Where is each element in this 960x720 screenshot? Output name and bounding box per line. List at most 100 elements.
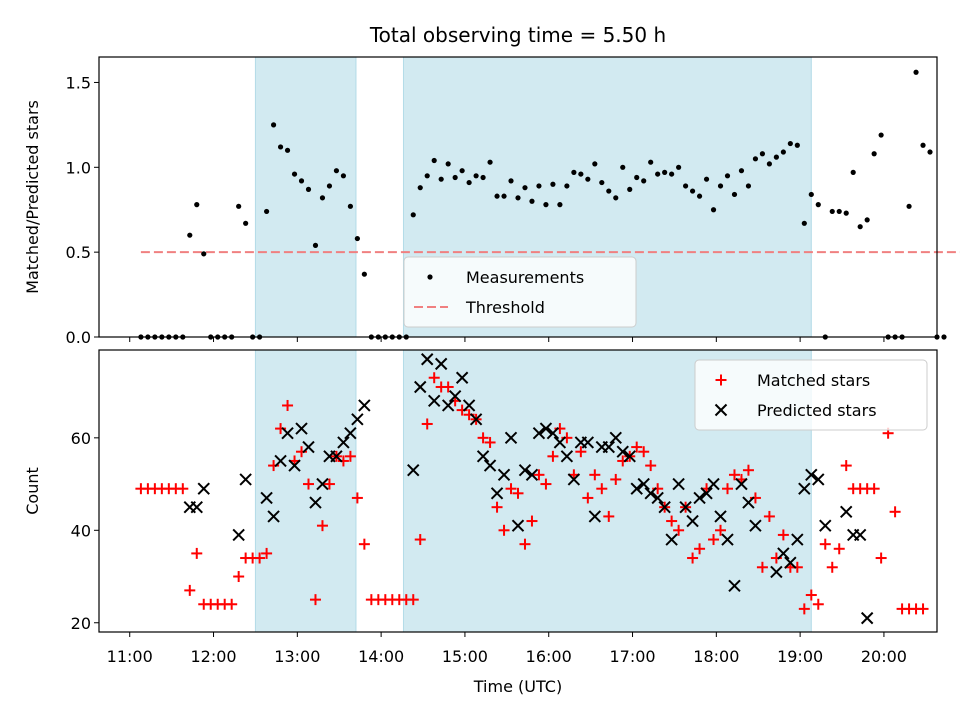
data-point — [281, 427, 294, 440]
x-tick-label: 15:00 — [442, 647, 488, 666]
data-point — [505, 483, 517, 495]
data-point — [452, 174, 458, 181]
data-point-b — [414, 380, 427, 394]
axes-frame — [98, 56, 938, 338]
data-point — [906, 203, 912, 209]
axes-frame — [98, 349, 938, 633]
data-point — [424, 173, 430, 179]
data-point — [644, 487, 657, 500]
data-point-b — [239, 473, 252, 486]
data-point — [913, 69, 919, 75]
data-point — [819, 519, 832, 532]
data-point — [745, 183, 752, 189]
y-axis-label: Matched/Predicted stars — [23, 100, 42, 294]
data-point — [829, 208, 835, 215]
data-point — [323, 478, 335, 490]
data-point — [773, 154, 779, 160]
data-point — [407, 463, 420, 477]
data-point — [427, 394, 441, 408]
data-point — [264, 208, 270, 215]
data-point — [581, 436, 595, 449]
data-point — [477, 432, 489, 444]
data-point — [627, 186, 633, 192]
data-point-b — [658, 500, 671, 514]
data-point — [853, 528, 867, 542]
data-point — [686, 514, 699, 528]
data-point — [518, 463, 532, 477]
x-tick-label: 14:00 — [358, 647, 404, 666]
data-point — [194, 202, 200, 208]
data-point-b — [791, 533, 804, 546]
legend-marker — [427, 274, 433, 280]
data-point-b — [728, 579, 741, 592]
data-point-b — [853, 528, 867, 542]
data-point — [708, 534, 720, 546]
y-tick-label: 0.5 — [66, 243, 91, 262]
data-point — [337, 436, 350, 449]
data-point — [673, 524, 685, 536]
data-point — [613, 195, 619, 201]
data-point — [232, 528, 245, 542]
data-point — [840, 505, 853, 519]
data-point-b — [609, 431, 622, 445]
data-point-b — [700, 487, 713, 500]
ratio-panel: 0.0 0.5 1.0 1.5 Matched/Predicted stars Measu… — [23, 56, 960, 347]
data-point — [836, 208, 842, 215]
data-point — [889, 506, 901, 518]
data-point — [700, 487, 713, 500]
data-point — [878, 132, 884, 138]
data-point — [728, 579, 741, 592]
legend: Matched stars Predicted stars — [694, 359, 928, 431]
data-point — [693, 491, 706, 505]
data-point — [504, 431, 518, 445]
data-point-b — [588, 510, 602, 523]
data-point — [191, 547, 203, 559]
data-point — [326, 183, 333, 189]
x-tick-label: 20:00 — [861, 647, 907, 666]
data-point — [589, 469, 601, 481]
y-tick-label: 60 — [71, 429, 91, 448]
data-point-b — [358, 399, 371, 412]
data-point — [603, 510, 615, 522]
data-point — [421, 418, 433, 430]
data-point — [721, 533, 734, 546]
data-point — [610, 473, 622, 485]
data-point-b — [525, 468, 539, 482]
data-point — [784, 556, 797, 569]
data-point — [312, 242, 319, 248]
data-point-b — [840, 505, 853, 519]
data-point — [710, 207, 717, 213]
data-point — [752, 156, 759, 162]
data-point — [515, 195, 521, 201]
data-point — [875, 552, 887, 564]
data-point — [655, 171, 661, 177]
data-point — [497, 468, 511, 482]
data-point — [480, 174, 486, 181]
data-point-b — [330, 450, 343, 463]
data-point — [469, 413, 483, 426]
data-point — [749, 519, 762, 532]
data-point — [445, 161, 451, 167]
data-point — [316, 477, 329, 491]
data-point — [763, 510, 775, 522]
data-point — [714, 510, 727, 523]
data-point — [631, 441, 643, 453]
data-point — [491, 501, 503, 513]
data-point — [676, 164, 682, 170]
data-point-b — [805, 468, 818, 482]
data-point — [309, 496, 322, 509]
data-point — [282, 399, 294, 411]
data-point-b — [686, 514, 699, 528]
data-point-b — [819, 519, 832, 532]
data-point — [770, 565, 783, 579]
data-point-b — [455, 371, 469, 384]
data-point — [455, 371, 469, 384]
data-point — [634, 174, 640, 181]
data-point — [645, 460, 657, 472]
data-point — [462, 399, 476, 412]
data-point-b — [260, 491, 273, 505]
data-point — [236, 203, 242, 209]
data-point — [358, 538, 370, 550]
data-point-b — [714, 510, 727, 523]
data-point-b — [784, 556, 797, 569]
